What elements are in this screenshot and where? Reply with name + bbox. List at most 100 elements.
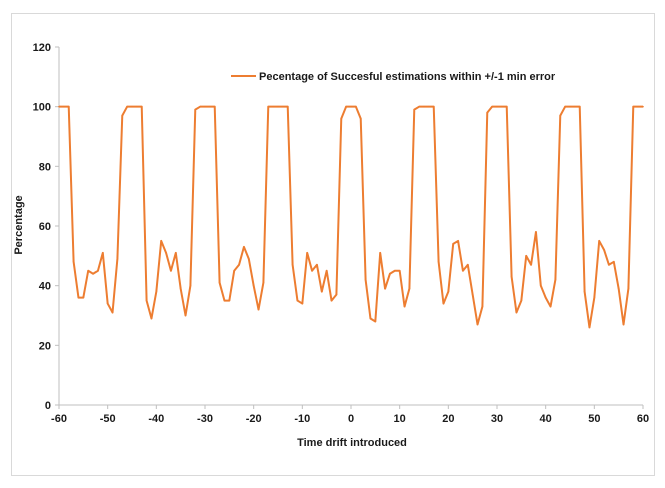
data-point <box>243 246 245 248</box>
x-tick-label: 60 <box>637 413 649 425</box>
data-point <box>637 105 639 108</box>
data-point <box>603 249 605 251</box>
data-point <box>564 105 566 108</box>
data-point <box>77 296 80 299</box>
data-point <box>340 117 343 120</box>
data-point <box>136 105 138 108</box>
x-tick-label: -40 <box>148 413 164 425</box>
x-tick-label: -10 <box>294 413 310 425</box>
data-point <box>184 314 187 317</box>
data-point <box>578 105 581 108</box>
data-point <box>398 269 401 272</box>
data-point <box>140 105 143 108</box>
data-point <box>544 296 547 299</box>
tick-labels: 0 20 40 60 80 100 120 -60 -50 -40 -30 -20 -10 0 10 20 30… <box>33 42 649 425</box>
data-point <box>82 296 85 299</box>
x-tick-label: 30 <box>491 413 503 425</box>
data-point <box>87 269 89 272</box>
data-point <box>632 105 635 108</box>
data-point <box>608 263 610 266</box>
y-tick-label: 0 <box>45 400 51 412</box>
data-point <box>116 258 119 260</box>
data-point <box>613 261 615 263</box>
data-point <box>155 290 158 293</box>
data-point <box>530 263 532 266</box>
data-point <box>335 293 338 296</box>
data-point <box>199 105 201 108</box>
legend-label: Pecentage of Succesful estimations withi… <box>259 71 556 83</box>
data-point <box>175 252 177 254</box>
data-point <box>622 323 625 326</box>
data-point <box>428 105 430 108</box>
x-tick-label: 40 <box>540 413 552 425</box>
data-point <box>150 317 153 320</box>
data-point <box>223 299 226 302</box>
data-point <box>627 287 630 290</box>
data-point <box>350 105 352 108</box>
data-point <box>282 105 284 108</box>
series-line-0 <box>59 105 643 329</box>
data-point <box>355 105 357 108</box>
data-point <box>593 296 596 299</box>
y-tick-label: 20 <box>39 340 51 352</box>
data-point <box>481 305 484 308</box>
data-point <box>384 287 386 290</box>
data-point <box>394 269 396 272</box>
data-point <box>432 105 435 108</box>
data-point <box>321 290 323 293</box>
data-point <box>213 105 216 108</box>
data-point <box>160 240 162 242</box>
data-point <box>418 105 420 108</box>
data-point <box>252 284 255 287</box>
x-tick-label: -50 <box>100 413 116 425</box>
data-point <box>121 114 124 117</box>
data-point <box>63 105 65 108</box>
data-point <box>442 302 445 305</box>
data-point <box>106 302 109 305</box>
data-point <box>462 269 464 272</box>
data-point <box>262 281 265 284</box>
data-point <box>189 284 192 287</box>
data-point <box>296 299 299 302</box>
data-point <box>233 269 235 272</box>
data-point <box>379 252 382 254</box>
data-point <box>374 320 377 323</box>
data-point <box>540 284 542 287</box>
data-point <box>471 293 474 296</box>
data-point <box>515 311 518 314</box>
x-tick-label: -30 <box>197 413 213 425</box>
data-point <box>145 299 148 302</box>
data-point <box>126 105 128 108</box>
data-point <box>549 305 552 308</box>
data-point <box>501 105 503 108</box>
y-tick-label: 40 <box>39 281 51 293</box>
data-point <box>583 290 586 293</box>
x-axis-title: Time drift introduced <box>297 437 407 449</box>
data-point <box>520 299 523 302</box>
data-point <box>364 278 367 281</box>
data-point <box>67 105 70 108</box>
x-tick-label: 50 <box>588 413 600 425</box>
data-point <box>491 105 493 108</box>
data-point <box>179 287 182 290</box>
data-point <box>569 105 571 108</box>
data-point <box>267 105 270 108</box>
data-point <box>92 272 94 275</box>
x-tick-label: -60 <box>51 413 67 425</box>
data-point <box>359 117 362 120</box>
data-point <box>248 258 250 260</box>
data-point <box>496 105 498 108</box>
data-point <box>369 317 372 320</box>
data-point <box>306 252 309 254</box>
data-point <box>510 275 513 278</box>
data-point <box>642 105 644 108</box>
data-point <box>467 263 469 266</box>
data-point <box>218 281 221 284</box>
data-point <box>272 105 274 108</box>
data-point <box>238 263 240 266</box>
data-point <box>330 299 333 302</box>
axes <box>55 46 644 409</box>
x-tick-label: -20 <box>246 413 262 425</box>
y-tick-label: 60 <box>39 221 51 233</box>
